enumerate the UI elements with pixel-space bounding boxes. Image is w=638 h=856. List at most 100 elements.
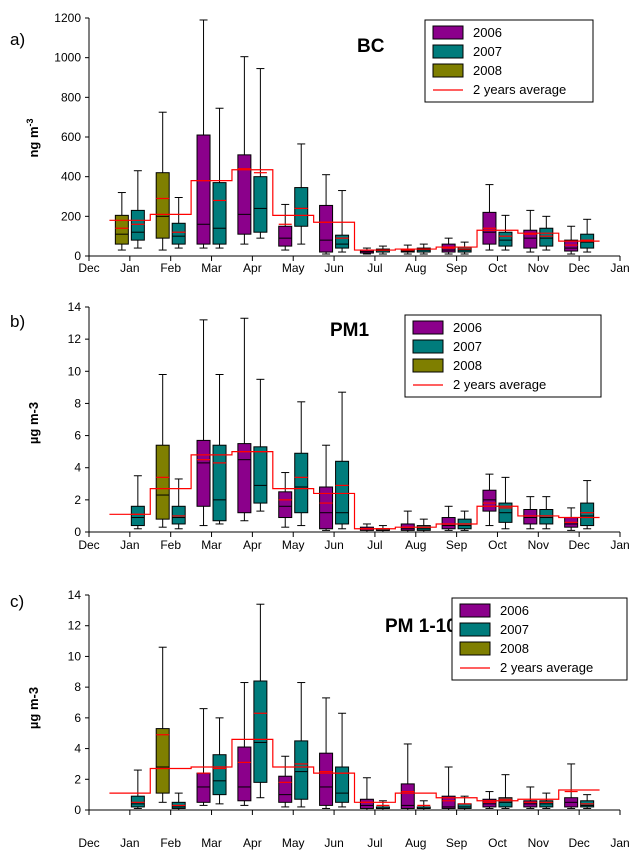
legend-swatch-2008 [412,358,444,373]
panel-label: c) [10,592,24,611]
box-iqr [196,439,211,507]
x-tick-label: Sep [446,261,468,275]
x-tick-label: Feb [160,836,181,850]
box-2006-Jul [359,777,374,811]
box-iqr [114,214,129,245]
box-2006-Jul [359,247,374,255]
y-tick-label: 8 [74,680,81,694]
x-tick-label: May [282,538,305,552]
y-tick-label: 12 [68,619,82,633]
box-iqr [130,505,145,527]
y-tick-label: 6 [74,429,81,443]
legend-label: 2006 [473,25,502,40]
box-iqr [335,766,350,803]
box-iqr [294,452,309,514]
box-iqr [523,509,538,525]
box-2006-Apr [237,317,252,522]
series-2007 [130,374,595,533]
x-tick-label: Aug [405,538,426,552]
box-2007-Jun [335,712,350,808]
legend: 2006 2007 2008 2 years average [424,19,594,103]
legend-label: 2008 [453,358,482,373]
box-2008-Feb [155,111,170,251]
box-2006-Oct [482,184,497,251]
box-2008-Feb [155,646,170,803]
box-2007-Apr [253,603,268,799]
box-2006-Sep [441,505,456,531]
box-2008-Jan [114,192,129,251]
box-2007-Dec [580,794,595,809]
box-2006-Jul [359,523,374,533]
legend-label: 2 years average [473,82,566,97]
x-tick-label: Feb [160,538,181,552]
panel-label: b) [10,312,25,331]
x-tick-label: Jan [120,836,139,850]
box-iqr [237,154,252,235]
box-2006-Apr [237,682,252,806]
box-2007-Nov [539,496,554,530]
chart-pm1: 0 2 4 6 8 10 12 14 Dec Jan Feb Mar Apr May Jun Jul Aug Se… [10,300,630,552]
box-iqr [212,754,227,796]
box-2007-Nov [539,792,554,809]
box-iqr [400,783,415,809]
x-tick-label: Jan [120,261,139,275]
legend-label: 2007 [473,44,502,59]
box-iqr [196,772,211,803]
box-iqr [319,486,334,530]
y-tick-label: 800 [61,90,81,104]
box-2006-Nov [523,209,538,253]
legend-swatch-2006 [459,603,491,618]
y-tick-label: 10 [68,649,82,663]
box-2006-Oct [482,473,497,527]
box-2006-Nov [523,496,538,530]
series-2008 [155,374,170,528]
box-iqr [278,491,293,519]
box-2006-Sep [441,766,456,811]
y-tick-label: 8 [74,396,81,410]
box-iqr [335,460,350,525]
box-2007-Aug [416,518,431,533]
box-2006-Aug [400,743,415,811]
box-iqr [319,204,334,253]
legend-label: 2008 [473,63,502,78]
box-2007-Mar [212,717,227,805]
x-tick-label: Nov [528,261,549,275]
box-2007-Jan [130,170,145,249]
box-2006-May [278,755,293,808]
x-tick-label: May [282,836,305,850]
legend-label: 2006 [453,320,482,335]
box-iqr [196,134,211,245]
x-tick-label: Dec [78,836,99,850]
box-2006-Mar [196,708,211,806]
series-2-years-average [109,451,600,530]
box-2006-Aug [400,510,415,533]
box-iqr [155,728,170,794]
x-tick-label: Sep [446,836,468,850]
series-2006 [196,19,579,255]
legend-swatch-2008 [432,63,464,78]
y-tick-label: 12 [68,332,82,346]
box-2006-Mar [196,19,211,249]
x-tick-label: Dec [78,261,99,275]
box-iqr [482,798,497,808]
x-tick-label: Dec [78,538,99,552]
legend-label: 2 years average [500,660,593,675]
series-2008 [155,646,170,803]
x-tick-label: Jun [324,261,343,275]
box-iqr [359,798,374,809]
box-2007-Mar [212,107,227,249]
box-2006-Nov [523,786,538,809]
y-axis-label: µg m-3 [26,402,41,444]
axes: 0 2 4 6 8 10 12 14 Dec Jan Feb Mar Apr May Jun Jul Aug Se… [68,588,630,850]
y-tick-label: 6 [74,711,81,725]
y-tick-label: 0 [74,249,81,263]
box-2006-Sep [441,237,456,255]
box-2006-Jun [319,444,334,531]
series-2007 [130,603,595,811]
x-tick-label: Nov [528,836,549,850]
y-tick-label: 400 [61,170,81,184]
chart-title: BC [357,36,385,57]
x-tick-label: Dec [568,836,589,850]
box-iqr [416,525,431,531]
box-2007-Feb [171,478,186,530]
